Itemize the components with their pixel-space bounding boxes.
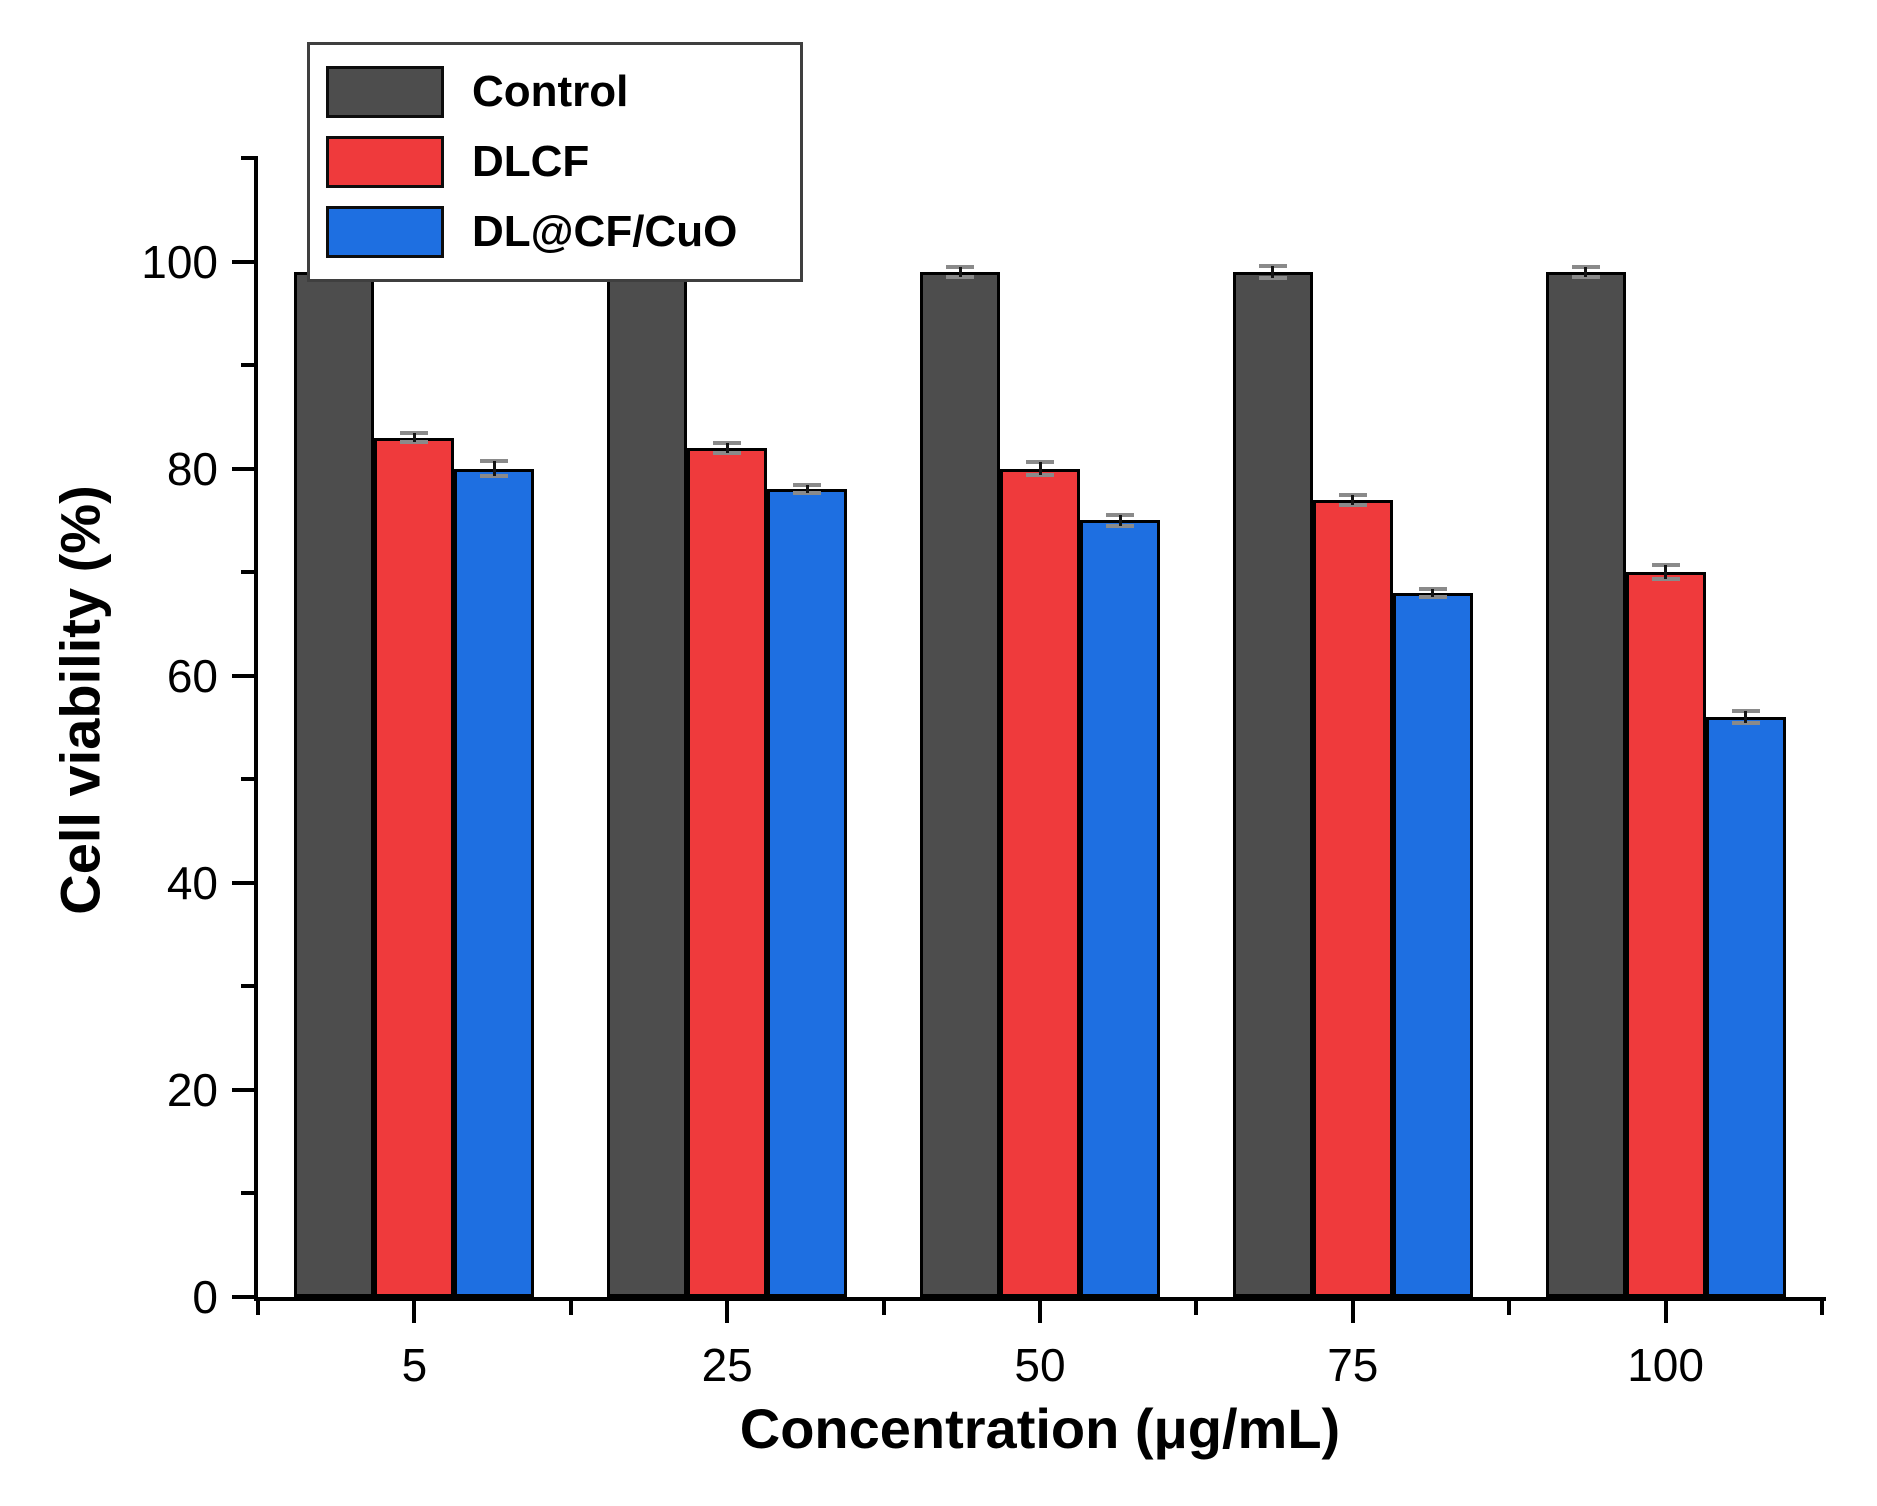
x-major-tick-25 [725, 1301, 730, 1323]
x-minor-tick-1 [568, 1301, 573, 1315]
y-axis-title: Cell viability (%) [48, 485, 112, 915]
bar-DL@CF/CuO-100 [1705, 717, 1786, 1297]
errorbar-line-DLCF-100 [1664, 564, 1668, 580]
errorbar-cap-bottom-DL@CF/CuO-75 [1418, 595, 1447, 600]
errorbar-line-DL@CF/CuO-100 [1744, 710, 1748, 724]
bar-Control-25 [607, 271, 688, 1297]
errorbar-cap-bottom-DL@CF/CuO-25 [793, 491, 822, 496]
errorbar-cap-bottom-DLCF-25 [713, 451, 742, 456]
bar-Control-75 [1232, 271, 1313, 1297]
legend-label-dlcf: DLCF [472, 137, 590, 186]
x-major-tick-5 [412, 1301, 417, 1323]
bar-DLCF-50 [1000, 468, 1080, 1297]
x-tick-label-75: 75 [1327, 1339, 1379, 1391]
bar-Control-5 [294, 271, 375, 1297]
bar-DLCF-25 [687, 447, 768, 1297]
errorbar-cap-bottom-Control-50 [946, 275, 974, 280]
errorbar-line-DLCF-75 [1351, 494, 1355, 505]
legend-label-control: Control [472, 67, 629, 116]
y-major-tick-0 [232, 1295, 254, 1299]
y-minor-tick-70 [241, 570, 254, 575]
x-minor-tick-2 [881, 1301, 886, 1315]
errorbar-line-DLCF-50 [1038, 462, 1042, 475]
errorbar-cap-bottom-DL@CF/CuO-100 [1731, 721, 1760, 726]
legend-item-control: Control [326, 57, 784, 127]
bar-DLCF-5 [374, 437, 455, 1297]
x-tick-label-100: 100 [1627, 1339, 1704, 1391]
y-major-tick-100 [232, 259, 254, 264]
y-tick-label-0: 0 [192, 1271, 218, 1323]
bar-DL@CF/CuO-5 [454, 468, 535, 1297]
x-major-tick-100 [1663, 1301, 1668, 1323]
x-minor-tick-4 [1507, 1301, 1512, 1315]
errorbar-cap-bottom-DLCF-75 [1338, 502, 1367, 507]
legend-item-dlcfcuo: DL@CF/CuO [326, 197, 784, 267]
y-minor-tick-10 [241, 1191, 254, 1196]
y-tick-label-60: 60 [166, 649, 218, 702]
errorbar-line-DL@CF/CuO-25 [805, 485, 809, 494]
errorbar-line-DLCF-25 [725, 442, 729, 454]
bar-Control-100 [1545, 271, 1626, 1297]
y-minor-tick-110 [241, 156, 254, 160]
errorbar-cap-bottom-DL@CF/CuO-5 [480, 473, 509, 478]
errorbar-cap-bottom-DLCF-100 [1651, 577, 1680, 582]
bar-DL@CF/CuO-50 [1080, 520, 1160, 1297]
y-tick-label-20: 20 [166, 1063, 218, 1116]
legend-item-dlcf: DLCF [326, 127, 784, 197]
errorbar-line-Control-50 [958, 266, 962, 278]
x-minor-tick-3 [1194, 1301, 1199, 1315]
errorbar-line-DL@CF/CuO-75 [1431, 588, 1435, 598]
errorbar-cap-bottom-DL@CF/CuO-50 [1106, 523, 1134, 528]
y-minor-tick-50 [241, 777, 254, 782]
y-minor-tick-30 [241, 984, 254, 989]
legend-swatch-control [326, 66, 444, 118]
y-tick-label-40: 40 [166, 856, 218, 909]
errorbar-line-Control-100 [1584, 266, 1588, 278]
bar-Control-50 [920, 271, 1000, 1297]
plot-area: 0 20 40 60 80 100 5 25 50 75 100 [141, 156, 1826, 1391]
y-tick-label-80: 80 [166, 442, 218, 495]
legend-label-dlcfcuo: DL@CF/CuO [472, 207, 738, 256]
x-major-tick-50 [1038, 1301, 1042, 1323]
bar-DLCF-100 [1625, 572, 1706, 1297]
x-axis-line [254, 1297, 1826, 1301]
errorbar-line-DL@CF/CuO-5 [492, 461, 496, 476]
legend-swatch-dlcfcuo [326, 206, 444, 258]
y-minor-tick-90 [241, 363, 254, 368]
x-major-tick-75 [1350, 1301, 1355, 1323]
errorbar-line-DLCF-5 [412, 433, 416, 442]
bar-DL@CF/CuO-75 [1392, 592, 1473, 1297]
y-major-tick-80 [232, 466, 254, 471]
y-major-tick-20 [232, 1087, 254, 1092]
x-axis-title: Concentration (μg/mL) [739, 1397, 1341, 1460]
y-tick-label-100: 100 [141, 235, 218, 288]
bar-DL@CF/CuO-25 [767, 489, 848, 1297]
y-major-tick-40 [232, 880, 254, 885]
errorbar-line-DL@CF/CuO-50 [1118, 515, 1122, 526]
x-minor-tick-5 [1820, 1301, 1824, 1315]
x-tick-label-25: 25 [701, 1339, 753, 1391]
y-axis-line [254, 156, 258, 1301]
x-minor-tick-0 [256, 1301, 260, 1315]
errorbar-cap-bottom-DLCF-5 [400, 439, 429, 444]
x-tick-label-50: 50 [1014, 1339, 1066, 1391]
bar-DLCF-75 [1312, 499, 1393, 1297]
errorbar-cap-bottom-Control-75 [1258, 276, 1287, 281]
legend-swatch-dlcf [326, 136, 444, 188]
errorbar-cap-bottom-DLCF-50 [1026, 472, 1054, 477]
y-major-tick-60 [232, 673, 254, 678]
legend: Control DLCF DL@CF/CuO [307, 42, 803, 282]
x-tick-label-5: 5 [401, 1339, 428, 1391]
errorbar-line-Control-75 [1271, 265, 1275, 279]
errorbar-cap-bottom-Control-100 [1571, 275, 1600, 280]
